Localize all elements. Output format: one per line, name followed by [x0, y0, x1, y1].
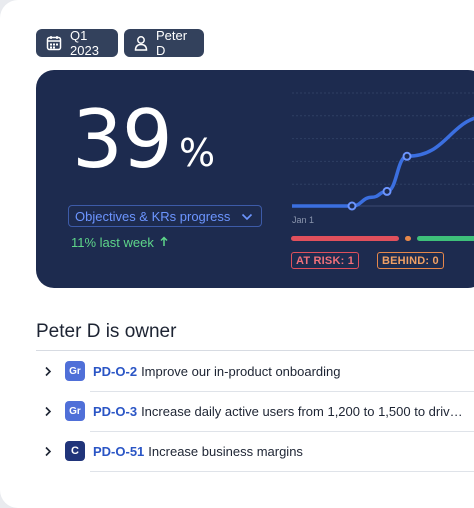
quarter-filter-label: Q1 2023: [70, 28, 99, 58]
row-divider: [90, 391, 474, 392]
objective-title: PD-O-2 Improve our in-product onboarding: [93, 364, 341, 379]
arrow-up-icon: [160, 235, 168, 250]
objective-name: Increase daily active users from 1,200 t…: [141, 403, 465, 419]
objective-title: PD-O-3 Increase daily active users from 1…: [93, 404, 465, 419]
chevron-down-icon: [241, 209, 253, 224]
chart-data-point[interactable]: [382, 186, 392, 196]
at-risk-badge[interactable]: AT RISK: 1: [291, 252, 360, 269]
objective-type-badge: C: [65, 441, 85, 461]
row-divider: [90, 471, 474, 472]
chart-data-point[interactable]: [347, 201, 357, 211]
weekly-trend: 11% last week: [71, 235, 168, 250]
progress-unit: %: [179, 131, 216, 175]
status-segment-on-track: [417, 236, 474, 241]
chart-data-point[interactable]: [402, 151, 412, 161]
status-distribution-bar: [291, 236, 474, 241]
chart-x-tick-label: Jan 1: [292, 215, 314, 225]
behind-badge[interactable]: BEHIND: 0: [377, 252, 444, 269]
status-segment-behind: [405, 236, 411, 241]
owner-filter-label: Peter D: [156, 28, 188, 58]
progress-value: 39: [72, 93, 173, 186]
objective-type-badge: Gr: [65, 361, 85, 381]
status-segment-at-risk: [291, 236, 399, 241]
objective-row[interactable]: Gr PD-O-2 Improve our in-product onboardi…: [36, 351, 474, 391]
objective-key[interactable]: PD-O-51: [93, 443, 145, 459]
chevron-right-icon[interactable]: [37, 446, 59, 457]
trend-text: 11% last week: [71, 235, 154, 250]
section-divider: [36, 350, 474, 351]
chevron-right-icon[interactable]: [37, 366, 59, 377]
quarter-filter-chip[interactable]: Q1 2023: [36, 28, 118, 58]
chevron-right-icon[interactable]: [37, 406, 59, 417]
objective-name: Increase business margins: [148, 443, 303, 459]
progress-line-chart: Jan 1: [292, 92, 474, 225]
objective-name: Improve our in-product onboarding: [141, 363, 341, 379]
user-icon: [134, 35, 148, 51]
progress-series-line: [292, 116, 474, 208]
objective-title: PD-O-51 Increase business margins: [93, 444, 303, 459]
objective-row[interactable]: Gr PD-O-3 Increase daily active users fro…: [36, 391, 474, 431]
progress-summary-panel: 39 % Objectives & KRs progress 11% last …: [36, 70, 474, 288]
objective-type-badge: Gr: [65, 401, 85, 421]
owner-section-title: Peter D is owner: [36, 321, 177, 342]
metric-dropdown-label: Objectives & KRs progress: [75, 208, 231, 224]
row-divider: [90, 431, 474, 432]
owner-filter-chip[interactable]: Peter D: [124, 28, 204, 58]
metric-dropdown[interactable]: Objectives & KRs progress: [68, 205, 262, 227]
objective-key[interactable]: PD-O-3: [93, 403, 138, 419]
objective-row[interactable]: C PD-O-51 Increase business margins: [36, 431, 474, 471]
objective-key[interactable]: PD-O-2: [93, 363, 138, 379]
calendar-icon: [46, 35, 62, 51]
